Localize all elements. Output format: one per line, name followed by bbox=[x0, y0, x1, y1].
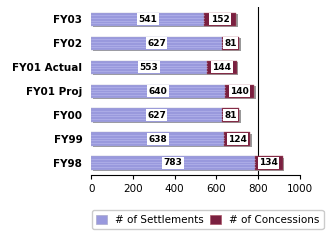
Text: 783: 783 bbox=[164, 158, 183, 167]
Bar bbox=[93, 38, 224, 51]
Bar bbox=[224, 132, 250, 146]
Text: 627: 627 bbox=[147, 111, 166, 120]
Bar bbox=[91, 85, 225, 98]
Bar bbox=[226, 134, 252, 147]
Bar bbox=[93, 110, 224, 123]
Text: 134: 134 bbox=[259, 158, 278, 167]
Text: 638: 638 bbox=[148, 135, 167, 144]
Bar bbox=[93, 86, 227, 99]
Bar bbox=[93, 14, 206, 27]
Text: 640: 640 bbox=[149, 87, 168, 96]
Text: 81: 81 bbox=[224, 39, 237, 48]
Bar bbox=[222, 108, 239, 122]
Bar bbox=[224, 110, 241, 123]
Bar bbox=[224, 38, 241, 51]
Text: 81: 81 bbox=[224, 111, 237, 120]
Text: 627: 627 bbox=[147, 39, 166, 48]
Bar bbox=[225, 85, 254, 98]
Text: 553: 553 bbox=[140, 63, 158, 72]
Legend: # of Settlements, # of Concessions: # of Settlements, # of Concessions bbox=[92, 210, 323, 229]
Bar bbox=[91, 132, 224, 146]
Bar bbox=[93, 62, 208, 75]
Bar bbox=[208, 62, 238, 75]
Bar bbox=[91, 13, 204, 26]
Text: 541: 541 bbox=[138, 15, 157, 24]
Bar bbox=[207, 61, 237, 74]
Text: 124: 124 bbox=[228, 135, 247, 144]
Text: 152: 152 bbox=[211, 15, 230, 24]
Bar bbox=[91, 156, 255, 170]
Bar bbox=[204, 13, 236, 26]
Bar bbox=[256, 158, 284, 171]
Bar bbox=[222, 37, 239, 50]
Bar bbox=[255, 156, 283, 170]
Bar bbox=[91, 108, 222, 122]
Text: 144: 144 bbox=[212, 63, 231, 72]
Text: 140: 140 bbox=[230, 87, 249, 96]
Bar bbox=[227, 86, 256, 99]
Bar bbox=[93, 134, 226, 147]
Bar bbox=[91, 37, 222, 50]
Bar bbox=[93, 158, 256, 171]
Bar bbox=[91, 61, 207, 74]
Bar bbox=[206, 14, 238, 27]
